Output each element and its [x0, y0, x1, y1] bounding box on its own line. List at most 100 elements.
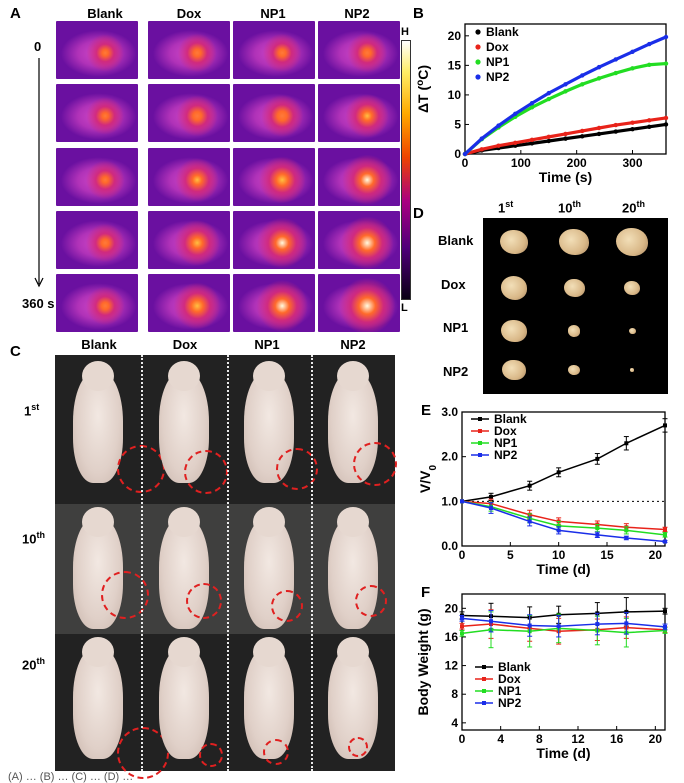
thermal-image	[148, 21, 230, 79]
y-tick-label: 3.0	[441, 405, 458, 419]
tumor-specimen	[502, 359, 526, 381]
x-tick-label: 300	[622, 156, 642, 170]
thermal-image	[56, 84, 138, 142]
legend-marker	[478, 429, 482, 433]
x-tick-label: 8	[536, 732, 543, 746]
tumor-marker-circle	[271, 590, 303, 622]
x-tick-label: 20	[649, 548, 663, 562]
data-point	[489, 494, 493, 499]
thermal-image	[318, 148, 400, 206]
tumor-marker-circle	[263, 739, 289, 765]
a-time-start: 0	[34, 39, 42, 54]
tumor-specimen	[559, 229, 589, 255]
a-col-np2: NP2	[344, 6, 370, 21]
data-point	[663, 527, 667, 532]
y-tick-label: 4	[451, 716, 458, 730]
mouse-images	[55, 355, 397, 779]
x-tick-label: 4	[497, 732, 504, 746]
mouse-head	[253, 361, 285, 391]
x-axis-label: Time (s)	[539, 169, 592, 185]
series-trace	[463, 116, 668, 156]
mouse-head	[82, 637, 114, 667]
plot-frame	[461, 411, 666, 547]
y-axis-label: Body Weight (g)	[415, 608, 431, 715]
c-row-10th: 10th	[22, 530, 45, 547]
tumor-specimen	[501, 319, 527, 343]
thermal-image	[233, 21, 315, 79]
data-point	[624, 528, 629, 533]
excised-tumor-photo	[483, 218, 668, 394]
y-tick-label: 5	[454, 117, 461, 131]
mouse-head	[168, 361, 200, 391]
y-tick-label: 15	[448, 58, 462, 72]
mouse-head	[337, 361, 369, 391]
a-col-np1: NP1	[260, 6, 286, 21]
x-axis-label: Time (d)	[536, 561, 590, 577]
data-point	[489, 619, 493, 624]
mouse-head	[253, 637, 285, 667]
panel-e-label: E	[421, 402, 432, 419]
data-point	[663, 532, 667, 537]
thermal-image	[318, 211, 400, 269]
y-axis-label: ΔT (oC)	[415, 65, 432, 113]
data-point	[556, 624, 561, 629]
mouse-head	[168, 637, 200, 667]
c-col-np1: NP1	[254, 337, 280, 352]
x-tick-label: 10	[552, 548, 566, 562]
time-arrow	[34, 58, 44, 288]
legend-marker	[475, 59, 481, 65]
thermal-image	[233, 148, 315, 206]
color-scale-bar	[401, 40, 411, 300]
data-point	[595, 526, 600, 531]
data-point	[663, 624, 667, 629]
y-tick-label: 12	[445, 659, 459, 673]
y-tick-label: 0	[454, 147, 461, 161]
legend-marker	[478, 441, 482, 445]
data-point	[663, 609, 667, 614]
data-point	[595, 532, 600, 537]
thermal-image	[233, 274, 315, 332]
tumor-specimen	[630, 368, 634, 372]
series-line	[461, 424, 666, 503]
plot-frame	[461, 593, 666, 731]
tumor-specimen	[500, 276, 528, 300]
d-row-blank: Blank	[438, 233, 474, 248]
tumor-marker-circle	[186, 583, 222, 619]
separator	[311, 355, 313, 771]
legend-marker	[478, 417, 482, 421]
caption-fragment: (A) … (B) … (C) … (D) …	[8, 771, 134, 783]
thermal-image	[318, 21, 400, 79]
data-point	[663, 628, 667, 633]
data-point	[527, 483, 532, 488]
tumor-specimen	[628, 327, 636, 335]
y-tick-label: 20	[448, 29, 462, 43]
thermal-image	[56, 274, 138, 332]
d-row-np2: NP2	[443, 364, 469, 379]
data-point	[663, 423, 667, 428]
data-point	[556, 523, 561, 528]
x-tick-label: 0	[459, 732, 466, 746]
panel-c-label: C	[10, 343, 21, 360]
legend-label: Blank	[486, 25, 519, 39]
data-point	[624, 621, 629, 626]
thermal-image	[318, 84, 400, 142]
x-tick-label: 15	[600, 548, 614, 562]
series-trace	[463, 122, 668, 156]
data-point	[460, 631, 464, 636]
mouse-head	[253, 507, 285, 537]
mouse-head	[337, 637, 369, 667]
data-point	[460, 499, 464, 504]
c-row-1st: 1st	[24, 402, 40, 419]
c-col-dox: Dox	[172, 337, 198, 352]
y-tick-label: 20	[445, 601, 459, 615]
c-col-np2: NP2	[340, 337, 366, 352]
tumor-marker-circle	[348, 737, 368, 757]
x-tick-label: 12	[571, 732, 585, 746]
x-tick-label: 0	[459, 548, 466, 562]
chart-e: 0 5 10 15 20 0.0 1.0 2.0 3.0 Time (d) V/V0 BlankDox…	[417, 405, 668, 577]
data-point	[595, 622, 600, 627]
tumor-marker-circle	[117, 727, 169, 779]
data-point	[527, 519, 532, 524]
d-col-10th: 10th	[558, 199, 581, 216]
